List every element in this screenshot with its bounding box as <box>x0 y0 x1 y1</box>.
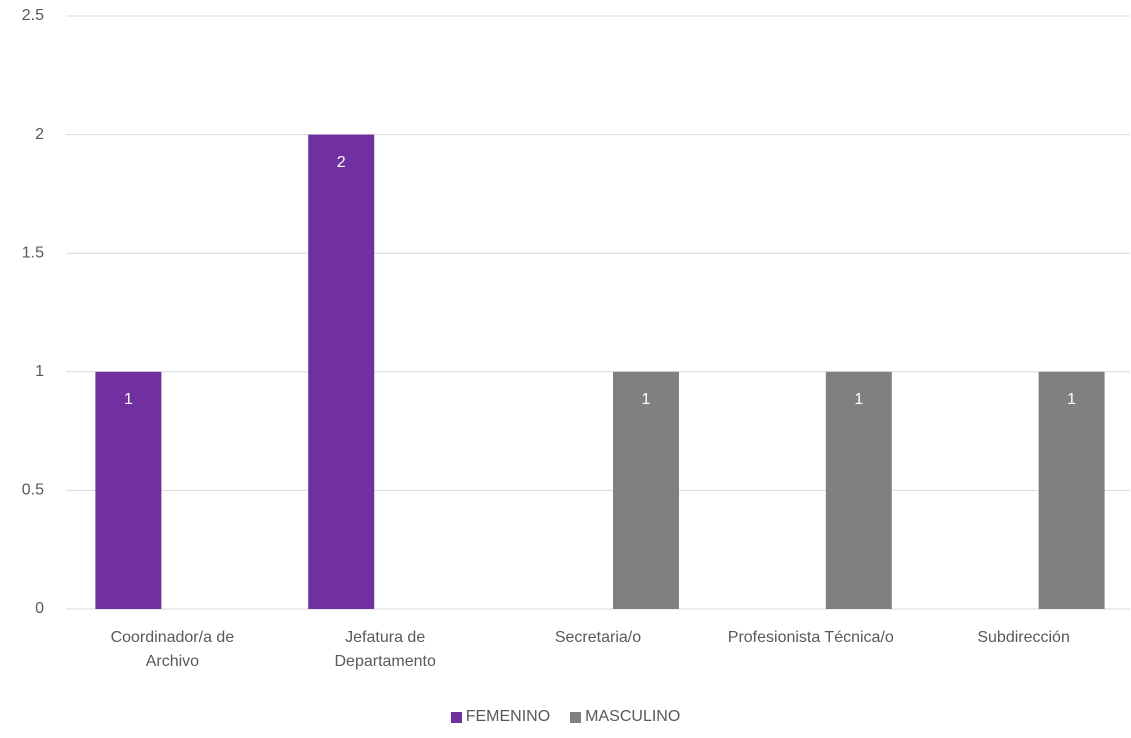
x-tick-label: Jefatura de Departamento <box>334 629 436 670</box>
data-label: 1 <box>854 391 863 408</box>
bar <box>825 371 892 609</box>
data-label: 1 <box>1067 391 1076 408</box>
legend: FEMENINO MASCULINO <box>0 708 1131 728</box>
y-tick-label: 1 <box>35 363 44 380</box>
data-label: 1 <box>124 391 133 408</box>
y-tick-label: 2 <box>35 126 44 143</box>
y-tick-label: 1.5 <box>22 244 44 261</box>
legend-swatch <box>450 711 462 723</box>
legend-swatch <box>570 711 582 723</box>
x-tick-label: Profesionista Técnica/o <box>727 629 894 646</box>
bar <box>95 371 162 609</box>
legend-item: MASCULINO <box>570 708 680 726</box>
y-tick-label: 0.5 <box>22 482 44 499</box>
legend-label: MASCULINO <box>585 708 681 725</box>
data-label: 1 <box>642 391 651 408</box>
y-tick-label: 0 <box>35 600 44 617</box>
y-tick-label: 2.5 <box>22 7 44 24</box>
legend-item: FEMENINO <box>450 708 551 726</box>
bar <box>613 371 679 609</box>
bar <box>308 134 375 609</box>
legend-label: FEMENINO <box>465 708 551 725</box>
bar <box>1038 371 1105 609</box>
data-label: 2 <box>337 154 346 171</box>
x-tick-label: Coordinador/a de Archivo <box>110 629 235 670</box>
x-tick-label: Subdirección <box>977 629 1070 646</box>
x-tick-label: Secretaria/o <box>554 629 642 646</box>
